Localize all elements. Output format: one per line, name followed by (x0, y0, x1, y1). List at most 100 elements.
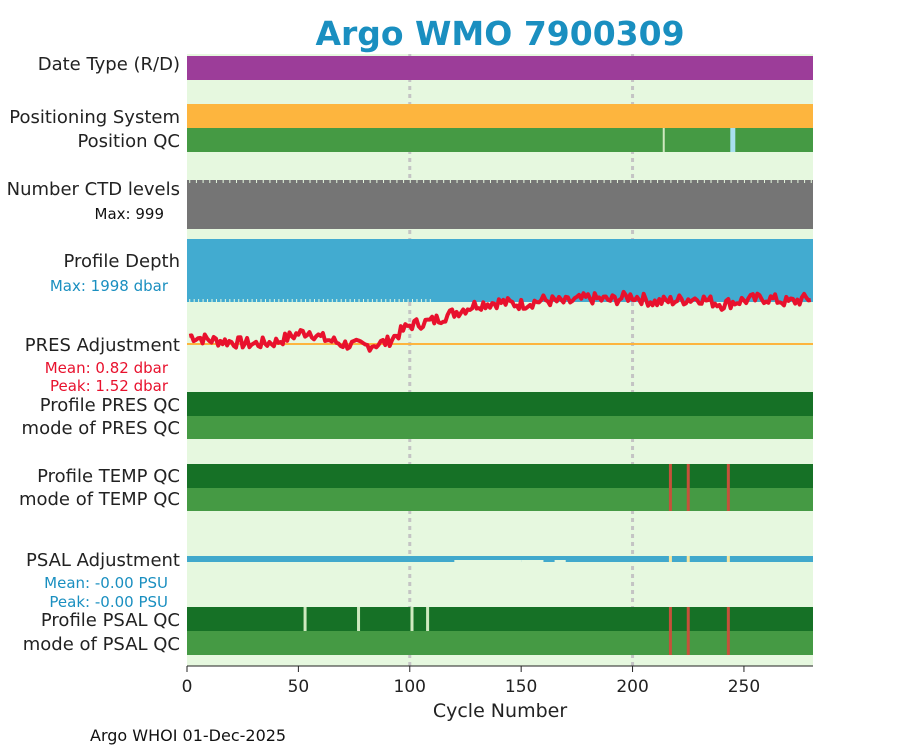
ctd-notch (383, 180, 385, 183)
ctd-notch (576, 180, 578, 183)
ctd-notch (596, 180, 598, 183)
depth-notch (287, 299, 289, 302)
ctd-notch (583, 180, 585, 183)
profile-depth-band (187, 239, 813, 302)
depth-notch (189, 299, 191, 302)
ctd-notch (236, 180, 238, 183)
ctd-notch (797, 180, 799, 183)
depth-notch (198, 299, 200, 302)
depth-notch (336, 299, 338, 302)
depth-notch (354, 299, 356, 302)
psal-qc-flag (668, 607, 672, 655)
ctd-notch (643, 180, 645, 183)
vertical-gridlines (408, 54, 635, 666)
x-tick-label: 250 (728, 677, 760, 697)
ctd-notch (362, 180, 364, 183)
psal-qc-flag (303, 607, 307, 631)
ctd-notch (730, 180, 732, 183)
psal-qc-flag (426, 607, 430, 631)
depth-notch (412, 299, 414, 302)
ctd-notch (416, 180, 418, 183)
psal-qc-flags (303, 607, 730, 655)
ctd-notch (309, 180, 311, 183)
psal-mean: Mean: -0.00 PSU (44, 574, 168, 592)
temp-qc-flag (726, 464, 730, 511)
profile-depth-notches (189, 299, 431, 302)
pres-peak: Peak: 1.52 dbar (50, 377, 169, 395)
mode-pres-qc-band (187, 416, 813, 439)
position-qc-flag (662, 128, 665, 152)
x-tick-label: 50 (288, 677, 310, 697)
depth-notch (425, 299, 427, 302)
label-profile-depth: Profile Depth (63, 251, 180, 272)
depth-notch (207, 299, 209, 302)
depth-notch (229, 299, 231, 302)
label-mode-psal-qc: mode of PSAL QC (23, 634, 180, 655)
psal-adjustment-notches (454, 556, 730, 562)
psal-qc-flag (410, 607, 414, 631)
ctd-notch (336, 180, 338, 183)
ctd-notch (510, 180, 512, 183)
depth-notch (269, 299, 271, 302)
ctd-notch (677, 180, 679, 183)
x-tick-label: 100 (394, 677, 426, 697)
depth-notch (242, 299, 244, 302)
psal-notch (454, 560, 522, 562)
depth-notch (416, 299, 418, 302)
depth-notch (215, 299, 217, 302)
ctd-notch (189, 180, 191, 183)
depth-notch (407, 299, 409, 302)
ctd-notch (763, 180, 765, 183)
ctd-notch (543, 180, 545, 183)
label-profile-temp-qc: Profile TEMP QC (37, 466, 180, 487)
ctd-notch (222, 180, 224, 183)
depth-notch (309, 299, 311, 302)
depth-notch (345, 299, 347, 302)
depth-notch (380, 299, 382, 302)
psal-qc-flag (357, 607, 361, 631)
label-positioning: Positioning System (9, 107, 180, 128)
depth-notch (327, 299, 329, 302)
ctd-notch (750, 180, 752, 183)
ctd-notch (436, 180, 438, 183)
ctd-notch (316, 180, 318, 183)
ctd-notch (556, 180, 558, 183)
ctd-notch (423, 180, 425, 183)
ctd-levels-notches (189, 180, 812, 183)
psal-qc-flag (686, 607, 690, 655)
ctd-notch (463, 180, 465, 183)
ctd-notch (670, 180, 672, 183)
ctd-notch (650, 180, 652, 183)
ctd-notch (229, 180, 231, 183)
depth-notch (256, 299, 258, 302)
temp-qc-flags (668, 464, 730, 511)
ctd-notch (536, 180, 538, 183)
ctd-notch (396, 180, 398, 183)
ctd-notch (790, 180, 792, 183)
label-profile-psal-qc: Profile PSAL QC (41, 610, 180, 631)
date-type-band (187, 56, 813, 80)
depth-notch (398, 299, 400, 302)
ctd-notch (403, 180, 405, 183)
ctd-notch (342, 180, 344, 183)
ctd-notch (690, 180, 692, 183)
ctd-notch (550, 180, 552, 183)
ctd-notch (610, 180, 612, 183)
depth-notch (331, 299, 333, 302)
ctd-notch (389, 180, 391, 183)
ctd-notch (743, 180, 745, 183)
label-position-qc: Position QC (77, 131, 180, 152)
depth-notch (282, 299, 284, 302)
positioning-band (187, 104, 813, 128)
depth-notch (202, 299, 204, 302)
ctd-notch (429, 180, 431, 183)
x-axis-ticks: 0 50 100 150 200 250 (182, 666, 760, 697)
ctd-notch (443, 180, 445, 183)
ctd-notch (723, 180, 725, 183)
ctd-notch (603, 180, 605, 183)
depth-notch (394, 299, 396, 302)
psal-adjustment-flag (686, 556, 690, 562)
depth-notch (260, 299, 262, 302)
depth-max: Max: 1998 dbar (50, 277, 169, 295)
